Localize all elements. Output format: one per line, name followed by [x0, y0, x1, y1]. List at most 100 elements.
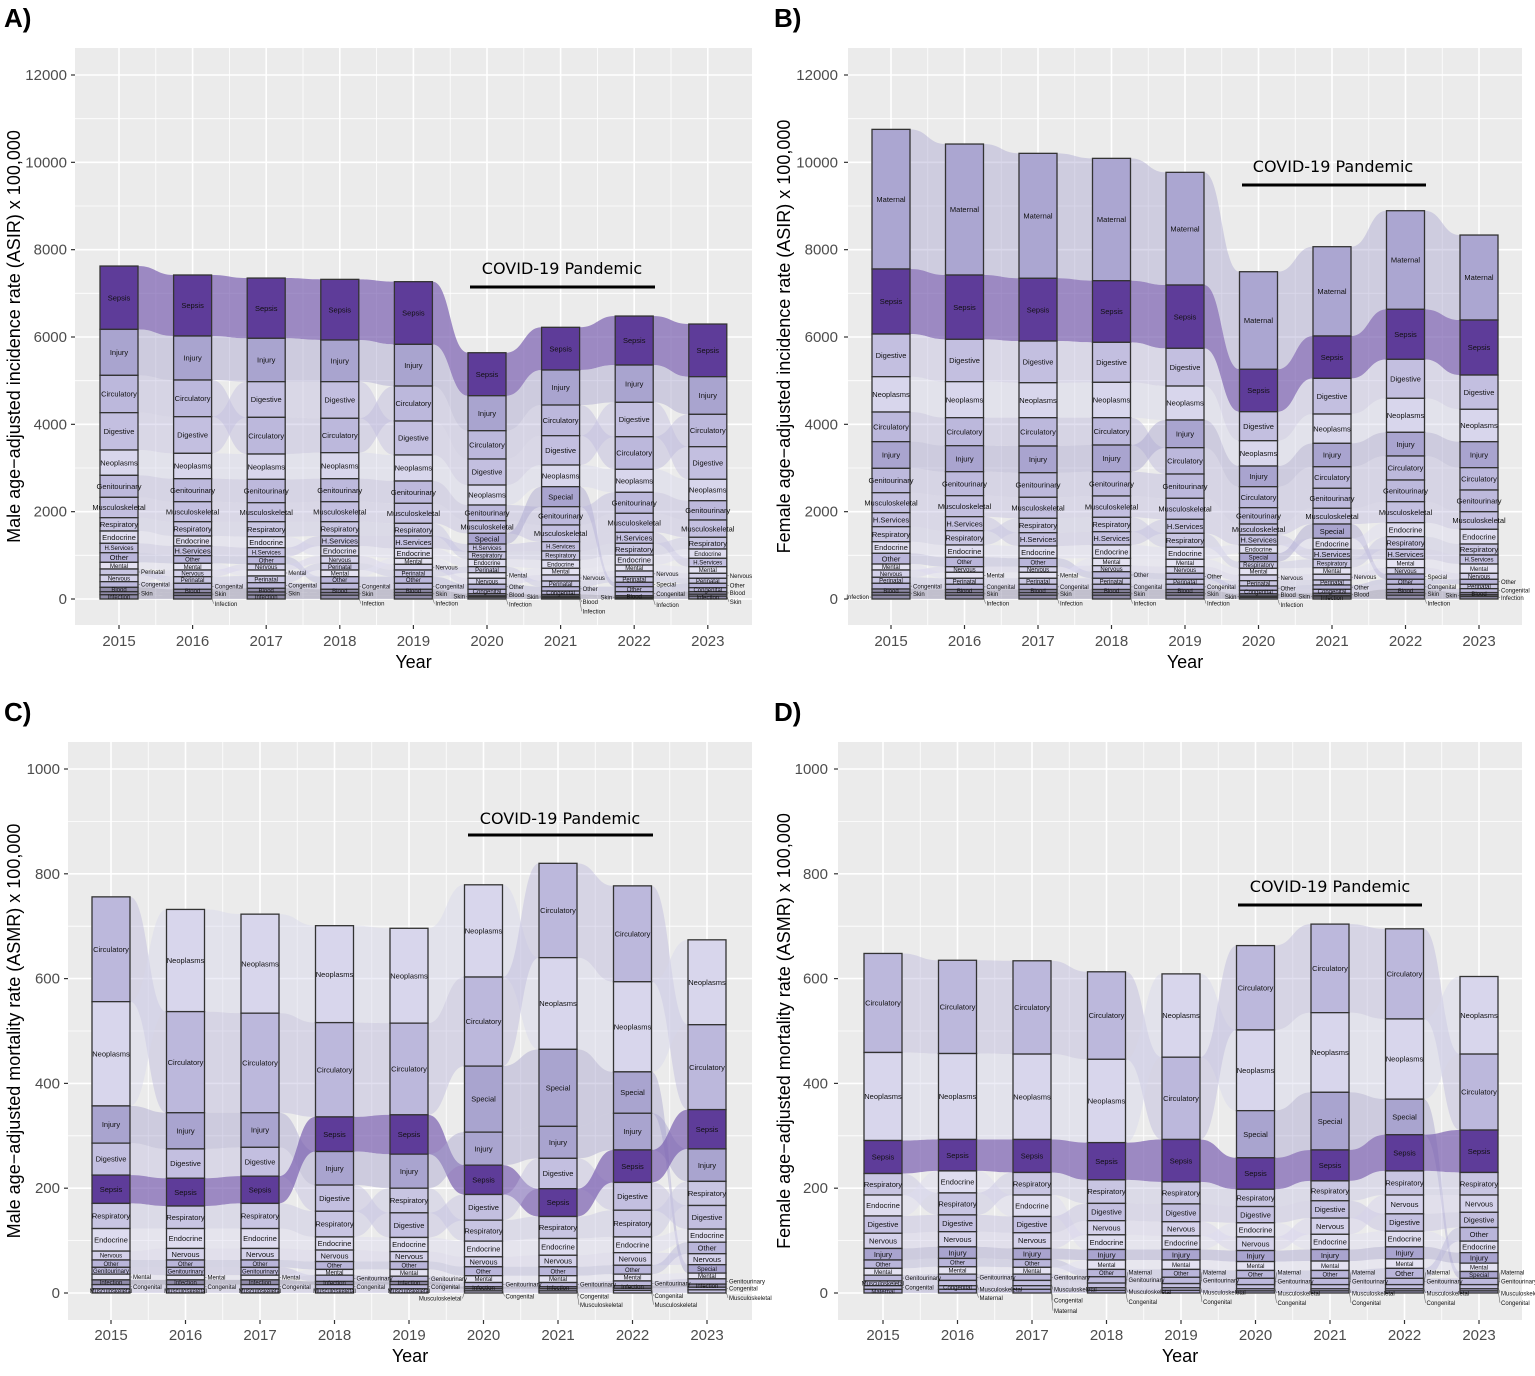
segment-label: Endocrine: [694, 552, 722, 558]
flow-sepsis: [1051, 1139, 1088, 1180]
segment-label: Sepsis: [697, 346, 720, 355]
segment-label: Sepsis: [402, 309, 425, 318]
flow-endocrine: [1274, 1222, 1311, 1250]
segment-label: Nervous: [583, 576, 605, 582]
flow-other: [653, 583, 689, 592]
segment-label: Blood: [1177, 589, 1192, 595]
flow-other: [1351, 579, 1387, 590]
segment-label: Injury: [1246, 1252, 1265, 1261]
segment-label: Sepsis: [1100, 307, 1123, 316]
flow-sepsis: [1423, 1130, 1460, 1173]
flow-digestive: [1057, 341, 1093, 383]
flow-blood: [432, 589, 468, 596]
segment-label: Injury: [549, 1138, 568, 1147]
segment-label: Skin: [913, 592, 925, 598]
bar-segment: [1384, 1277, 1425, 1286]
segment-label: Endocrine: [547, 562, 575, 568]
flow-circulatory: [577, 863, 614, 982]
flow-sepsis: [579, 316, 616, 371]
flow-digestive: [983, 339, 1019, 383]
flow-genitourinary: [138, 475, 174, 502]
segment-label: Sepsis: [181, 301, 204, 310]
segment-label: Special: [1392, 1113, 1417, 1122]
flow-skin: [211, 592, 248, 596]
flow-neoplasms: [1424, 398, 1460, 442]
segment-label: Other: [1281, 586, 1296, 592]
segment-label: Mental: [1321, 1264, 1339, 1270]
segment-label: Injury: [110, 348, 129, 357]
flow-musculoskeletal: [279, 1288, 316, 1293]
flow-musculoskeletal: [1277, 508, 1313, 535]
flow-digestive: [1351, 359, 1387, 415]
segment-label: Mental: [1060, 573, 1078, 579]
bar-2022: [1385, 210, 1426, 600]
segment-label: Digestive: [245, 1157, 276, 1166]
segment-label: Musculoskeletal: [655, 1303, 698, 1309]
segment-label: Congenital: [693, 588, 722, 594]
bar-segment: [389, 927, 429, 1024]
x-tick-label: 2020: [467, 1327, 500, 1344]
segment-label: Congenital: [656, 592, 685, 598]
flow-digestive: [1277, 378, 1313, 441]
bar-segment: [1312, 596, 1352, 600]
segment-label: Congenital: [1318, 589, 1347, 595]
segment-label: Skin: [1134, 592, 1146, 598]
segment-label: Nervous: [869, 1236, 897, 1245]
segment-label: Neoplasms: [321, 461, 359, 470]
segment-label: Maternal: [1501, 1271, 1524, 1277]
flow-infection: [358, 595, 395, 599]
segment-label: Neoplasms: [689, 486, 727, 495]
flow-genitourinary: [211, 478, 248, 503]
segment-label: Infection: [696, 596, 719, 602]
segment-label: Maternal: [1097, 215, 1127, 224]
flow-perinatal: [506, 566, 542, 587]
flow-nervous: [976, 1231, 1013, 1249]
flow-maternal: [1423, 1290, 1460, 1293]
flow-h-services: [910, 512, 946, 531]
label-leader-line: [1056, 597, 1060, 604]
segment-label: Other: [957, 560, 972, 566]
label-leader-line: [1130, 597, 1133, 604]
segment-label: Congenital: [913, 584, 942, 590]
bar-segment: [393, 594, 434, 600]
flow-other: [502, 1266, 539, 1276]
segment-label: Sepsis: [398, 1130, 421, 1139]
segment-label: Congenital: [580, 1294, 609, 1300]
bar-segment: [1012, 1138, 1052, 1174]
segment-label: Perinatal: [181, 578, 205, 584]
segment-label: Musculoskeletal: [534, 529, 588, 538]
bar-segment: [320, 594, 360, 600]
bar-segment: [165, 1112, 206, 1150]
bar-2020: [1238, 271, 1279, 600]
segment-label: Other: [627, 587, 642, 593]
flow-endocrine: [1351, 522, 1387, 550]
segment-label: Circulatory: [616, 449, 652, 458]
flow-nervous: [1051, 1220, 1088, 1249]
segment-label: Nervous: [730, 574, 752, 580]
flow-genitourinary: [1051, 1274, 1088, 1284]
bar-segment: [1165, 473, 1205, 499]
segment-label: Blood: [259, 588, 274, 594]
flow-injury: [1349, 1246, 1386, 1262]
segment-label: Circulatory: [317, 1065, 353, 1074]
bar-segment: [99, 265, 139, 331]
label-leader-line: [1125, 1289, 1128, 1303]
x-tick-label: 2018: [1095, 633, 1128, 650]
flow-nervous: [358, 555, 395, 571]
x-tick-label: 2015: [102, 633, 135, 650]
y-tick-label: 8000: [805, 242, 838, 259]
flow-other: [910, 553, 946, 567]
y-tick-label: 400: [803, 1075, 828, 1092]
segment-label: Injury: [1029, 455, 1048, 464]
bar-segment: [467, 352, 507, 397]
segment-label: Congenital: [943, 1286, 972, 1292]
segment-label: Digestive: [543, 1169, 574, 1178]
segment-label: Infection: [846, 595, 869, 601]
x-tick-label: 2020: [470, 633, 503, 650]
bar-segment: [1238, 596, 1279, 600]
segment-label: Other: [332, 578, 347, 584]
segment-labels: Circulatory Neoplasms Injury Digestive Sepsi…: [90, 906, 772, 1309]
x-tick-label: 2016: [169, 1327, 202, 1344]
y-tick-label: 8000: [34, 242, 67, 259]
flow-neoplasms: [285, 452, 321, 480]
